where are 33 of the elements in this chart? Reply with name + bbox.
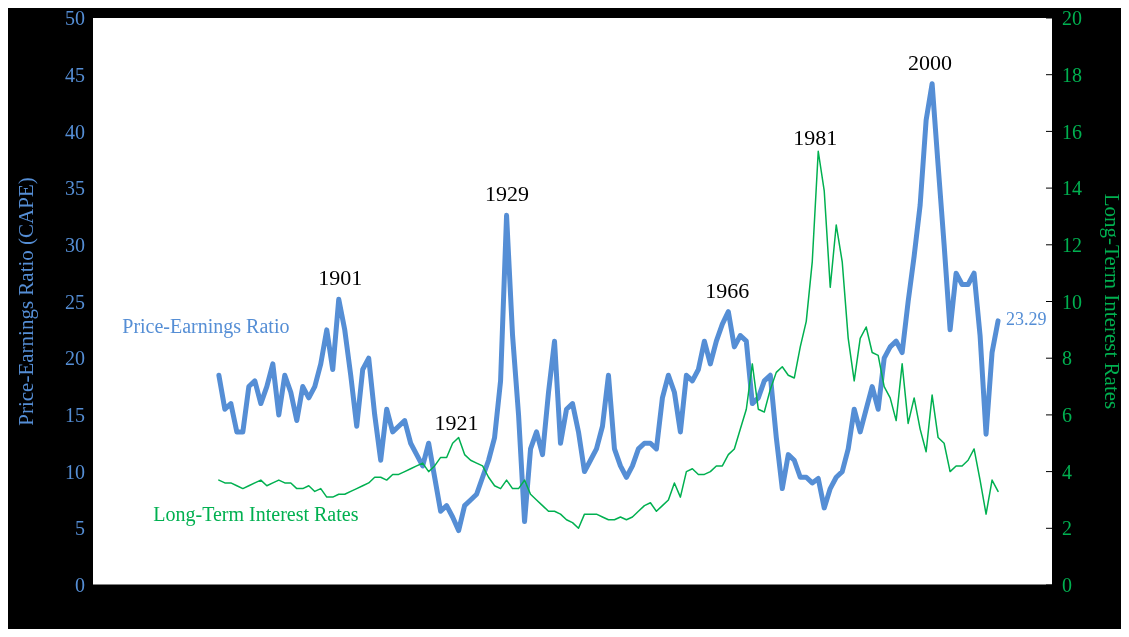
y-tick-label: 40 — [65, 120, 85, 143]
y-tick-label: 15 — [65, 404, 85, 426]
y-tick-label: 10 — [65, 460, 85, 483]
annotation: 1966 — [705, 277, 750, 303]
y-tick-label: 50 — [65, 7, 85, 30]
series-label: Price-Earnings Ratio — [122, 314, 290, 338]
y-tick-label: 5 — [75, 517, 85, 540]
y2-tick-label: 4 — [1062, 460, 1072, 483]
y2-tick-label: 10 — [1062, 290, 1082, 313]
y-tick-label: 30 — [65, 233, 85, 256]
y-tick-label: 35 — [65, 177, 85, 200]
y2-tick-label: 20 — [1062, 7, 1082, 30]
y-axis-title: Price-Earnings Ratio (CAPE) — [14, 177, 39, 426]
y2-tick-label: 18 — [1062, 63, 1082, 86]
y2-tick-label: 0 — [1062, 574, 1072, 597]
y-tick-label: 0 — [75, 574, 85, 597]
annotation: 1901 — [318, 265, 363, 291]
y-tick-label: 25 — [65, 290, 85, 313]
y2-tick-label: 14 — [1062, 177, 1082, 200]
annotation: 2000 — [907, 49, 952, 75]
y2-axis-title: Long-Term Interest Rates — [1099, 193, 1124, 410]
y-tick-label: 45 — [65, 63, 85, 86]
y2-tick-label: 8 — [1062, 347, 1072, 370]
y-tick-label: 20 — [65, 347, 85, 370]
y2-tick-label: 12 — [1062, 233, 1082, 256]
y2-tick-label: 2 — [1062, 517, 1072, 540]
annotation: 1929 — [484, 181, 529, 207]
y2-tick-label: 6 — [1062, 404, 1072, 426]
data-label: 23.29 — [1006, 309, 1047, 330]
series-label: Long-Term Interest Rates — [153, 502, 359, 526]
annotation: 1921 — [434, 410, 479, 436]
annotation: 1981 — [793, 124, 838, 150]
y2-tick-label: 16 — [1062, 120, 1082, 143]
